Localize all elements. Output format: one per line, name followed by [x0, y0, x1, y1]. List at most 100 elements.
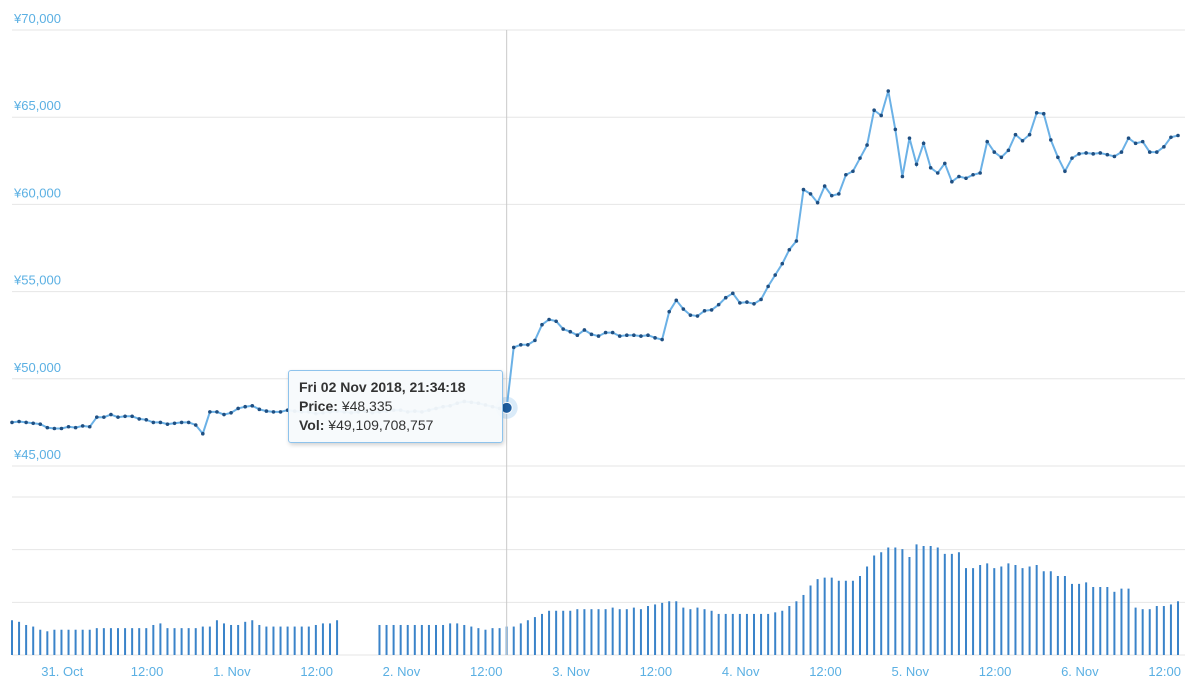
price-gridlines — [12, 29, 1185, 467]
price-point — [271, 410, 276, 414]
price-point — [1034, 111, 1039, 115]
price-point — [540, 322, 544, 327]
price-point — [596, 334, 601, 338]
price-point — [511, 345, 516, 350]
price-point — [625, 333, 629, 338]
price-point — [554, 319, 558, 324]
x-tick-label: 12:00 — [470, 664, 503, 679]
price-point — [759, 297, 763, 302]
price-point — [709, 308, 714, 312]
price-point — [999, 155, 1004, 160]
price-line — [11, 90, 1179, 436]
price-point — [158, 420, 163, 425]
tooltip: Fri 02 Nov 2018, 21:34:18 Price: ¥48,335… — [288, 370, 503, 443]
price-point — [1098, 151, 1103, 155]
price-point — [1169, 135, 1173, 140]
x-tick-label: 12:00 — [300, 664, 333, 679]
price-point — [935, 171, 940, 175]
price-point — [985, 139, 989, 144]
price-point — [1070, 156, 1074, 160]
price-point — [695, 314, 700, 318]
price-point — [130, 414, 134, 419]
tooltip-title: Fri 02 Nov 2018, 21:34:18 — [299, 379, 466, 395]
price-point — [745, 300, 749, 304]
price-point — [52, 426, 57, 431]
price-point — [1056, 155, 1060, 160]
price-point — [193, 423, 198, 427]
price-point — [716, 302, 721, 307]
price-point — [1006, 148, 1011, 153]
price-point — [667, 309, 671, 314]
volume-bars — [11, 544, 1179, 655]
x-tick-label: 4. Nov — [722, 664, 760, 679]
price-point — [822, 184, 827, 188]
price-point — [38, 422, 43, 426]
price-point — [646, 333, 650, 338]
price-point — [801, 187, 806, 192]
x-axis-labels: 31. Oct 12:00 1. Nov 12:00 2. Nov 12:00 3. Nov… — [41, 664, 1181, 679]
price-point — [1176, 133, 1180, 138]
price-point — [808, 192, 813, 196]
price-point — [208, 410, 212, 414]
x-tick-label: 1. Nov — [213, 664, 251, 679]
tooltip-vol-value: ¥49,109,708,757 — [328, 417, 434, 433]
x-tick-label: 12:00 — [131, 664, 164, 679]
price-point — [215, 410, 219, 414]
tooltip-price-label: Price: — [299, 398, 338, 414]
price-point — [893, 127, 898, 132]
price-point — [752, 302, 756, 306]
price-point — [660, 337, 664, 342]
price-point — [632, 333, 636, 338]
price-point — [151, 420, 156, 425]
price-point — [1119, 150, 1124, 154]
price-point — [844, 172, 848, 177]
y-tick-label: ¥55,000 — [13, 273, 61, 288]
price-point — [1126, 136, 1131, 140]
price-points — [10, 89, 1180, 436]
x-tick-label: 12:00 — [809, 664, 842, 679]
price-point — [837, 192, 841, 196]
price-point — [144, 417, 149, 422]
price-point — [179, 420, 184, 425]
price-point — [66, 424, 71, 429]
price-point — [264, 409, 269, 413]
y-tick-label: ¥70,000 — [13, 11, 61, 26]
price-point — [186, 420, 191, 425]
price-point — [519, 342, 523, 347]
price-point — [236, 406, 240, 411]
price-point — [589, 332, 594, 337]
price-point — [815, 200, 820, 205]
price-point — [278, 410, 283, 414]
price-point — [31, 421, 35, 426]
price-point — [1147, 150, 1152, 154]
price-point — [80, 424, 85, 428]
price-point — [943, 161, 947, 166]
tooltip-price-row: Price: ¥48,335 — [299, 397, 492, 416]
price-point — [787, 247, 792, 252]
price-point — [1013, 132, 1018, 137]
x-tick-label: 3. Nov — [552, 664, 590, 679]
price-point — [964, 176, 968, 181]
x-tick-label: 5. Nov — [891, 664, 929, 679]
tooltip-price-value: ¥48,335 — [341, 398, 393, 414]
price-point — [102, 415, 106, 419]
price-point — [900, 174, 905, 179]
price-point — [1084, 151, 1088, 155]
price-point — [137, 417, 141, 421]
price-point — [73, 425, 78, 430]
price-point — [766, 284, 770, 289]
price-point — [229, 411, 233, 415]
price-point — [829, 193, 834, 198]
price-point — [59, 426, 64, 431]
price-point — [610, 330, 615, 335]
price-point — [921, 141, 926, 146]
price-point — [851, 169, 855, 174]
price-point — [639, 334, 643, 338]
price-point — [1140, 139, 1145, 144]
price-point — [992, 150, 997, 154]
x-tick-label: 12:00 — [640, 664, 673, 679]
price-point — [1027, 132, 1032, 137]
price-point — [872, 108, 876, 113]
price-point — [250, 404, 255, 408]
